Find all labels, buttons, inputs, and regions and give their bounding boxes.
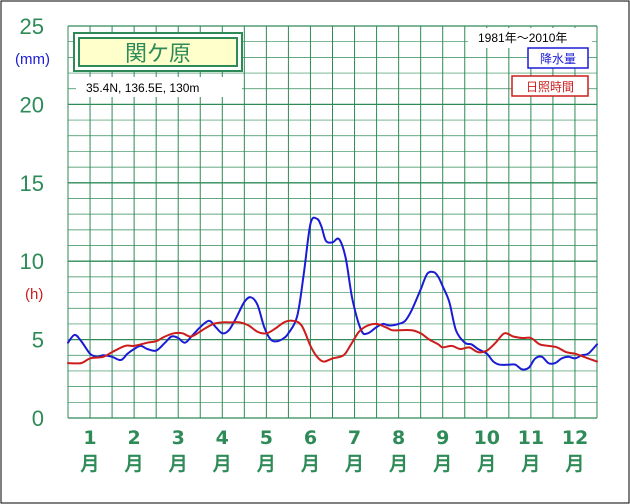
chart-title: 関ケ原: [125, 42, 191, 67]
sunshine-line: [67, 319, 598, 365]
y-tick-label: 20: [20, 92, 44, 117]
x-tick-unit: 月: [80, 453, 100, 475]
x-tick-unit: 月: [212, 453, 232, 475]
x-tick-label: 2: [128, 427, 141, 449]
y-tick-label: 0: [32, 406, 44, 431]
x-tick-label: 4: [216, 427, 229, 449]
x-tick-label: 5: [260, 427, 273, 449]
legend-sun-box: [511, 75, 589, 97]
x-tick-labels: 1 月 2 月 3 月 4 月 5 月 6 月 7 月 8 月 9 月 10 月 11 月 12 月: [80, 427, 589, 475]
grid: [67, 25, 598, 419]
x-tick-unit: 月: [564, 453, 584, 475]
period-bg: [468, 28, 592, 48]
y-tick-label: 15: [20, 171, 44, 196]
x-tick-unit: 月: [520, 453, 540, 475]
x-tick-unit: 月: [256, 453, 276, 475]
subtitle-bg: [76, 77, 242, 97]
x-tick-label: 6: [304, 427, 317, 449]
title-box: 関ケ原: [73, 32, 243, 72]
x-tick-unit: 月: [344, 453, 364, 475]
y-unit-primary: (mm): [15, 51, 50, 68]
x-tick-label: 7: [348, 427, 361, 449]
x-tick-unit: 月: [124, 453, 144, 475]
x-tick-unit: 月: [168, 453, 188, 475]
title-box-inner: [78, 37, 238, 67]
x-tick-label: 1: [83, 427, 96, 449]
y-tick-label: 10: [20, 249, 44, 274]
x-tick-unit: 月: [300, 453, 320, 475]
series-lines: [67, 216, 598, 371]
x-tick-unit: 月: [432, 453, 452, 475]
y-unit-secondary: (h): [25, 286, 43, 303]
period-label: 1981年〜2010年: [478, 31, 567, 45]
y-tick-label: 25: [20, 14, 44, 39]
x-tick-unit: 月: [476, 453, 496, 475]
precipitation-line: [67, 216, 598, 371]
legend: 降水量 日照時間: [511, 47, 589, 97]
legend-rain-label: 降水量: [540, 52, 576, 66]
legend-rain-box: [527, 47, 589, 69]
legend-sun-label: 日照時間: [526, 80, 574, 94]
x-tick-label: 8: [392, 427, 405, 449]
x-tick-unit: 月: [388, 453, 408, 475]
x-tick-label: 9: [436, 427, 449, 449]
x-tick-label: 3: [172, 427, 185, 449]
x-tick-label: 10: [474, 427, 500, 449]
x-tick-label: 12: [562, 427, 588, 449]
station-subtitle: 35.4N, 136.5E, 130m: [86, 81, 199, 95]
y-tick-labels: 0 5 10 15 20 25: [20, 14, 44, 431]
y-tick-label: 5: [32, 328, 44, 353]
x-tick-label: 11: [518, 427, 544, 449]
